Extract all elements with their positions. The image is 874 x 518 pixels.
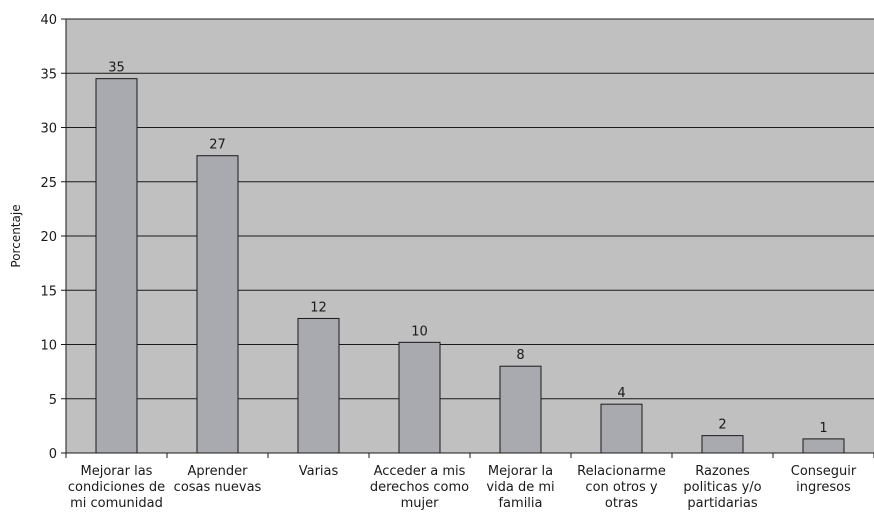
data-label: 8 [516, 348, 524, 363]
data-label: 27 [209, 138, 226, 153]
bar [297, 317, 340, 454]
bar [196, 155, 239, 454]
bar [802, 438, 845, 454]
data-label: 10 [411, 324, 428, 339]
y-tick-label: 10 [40, 339, 57, 354]
y-tick-label: 20 [40, 230, 57, 245]
y-tick-label: 5 [49, 393, 57, 408]
bar [600, 403, 643, 454]
data-label: 35 [108, 61, 125, 76]
bars [95, 78, 845, 454]
y-axis-title: Porcentaje [9, 204, 23, 267]
x-tick-label: Mejorar las condiciones de mi comunidad [68, 464, 165, 511]
data-label: 4 [617, 386, 625, 401]
bar [398, 341, 441, 454]
data-label: 12 [310, 300, 327, 315]
y-tick-label: 25 [40, 176, 57, 191]
axes [61, 18, 874, 458]
x-tick-label: Relacionarme con otros y otras [577, 464, 666, 511]
y-tick-label: 30 [40, 122, 57, 137]
y-tick-label: 0 [49, 447, 57, 462]
data-labels: 35 27 12 10 8 4 2 1 [108, 61, 827, 436]
bar [95, 78, 138, 454]
x-tick-label: Varias [299, 464, 339, 479]
x-tick-label: Mejorar la vida de mi familia [486, 464, 554, 511]
y-tick-label: 35 [40, 67, 57, 82]
x-tick-label: Aprender cosas nuevas [174, 464, 262, 495]
data-label: 1 [819, 421, 827, 436]
x-tick-label: Conseguir ingresos [791, 464, 857, 495]
y-tick-labels: 0 5 10 15 20 25 30 35 40 [40, 13, 57, 462]
data-label: 2 [718, 418, 726, 433]
bar [701, 435, 744, 454]
bar [499, 365, 542, 454]
y-tick-label: 40 [40, 13, 57, 28]
x-tick-label: Acceder a mis derechos como mujer [370, 464, 469, 511]
y-tick-label: 15 [40, 284, 57, 299]
x-tick-labels: Mejorar las condiciones de mi comunidad Apr… [68, 464, 857, 511]
x-tick-label: Razones politicas y/o partidarias [683, 464, 761, 511]
